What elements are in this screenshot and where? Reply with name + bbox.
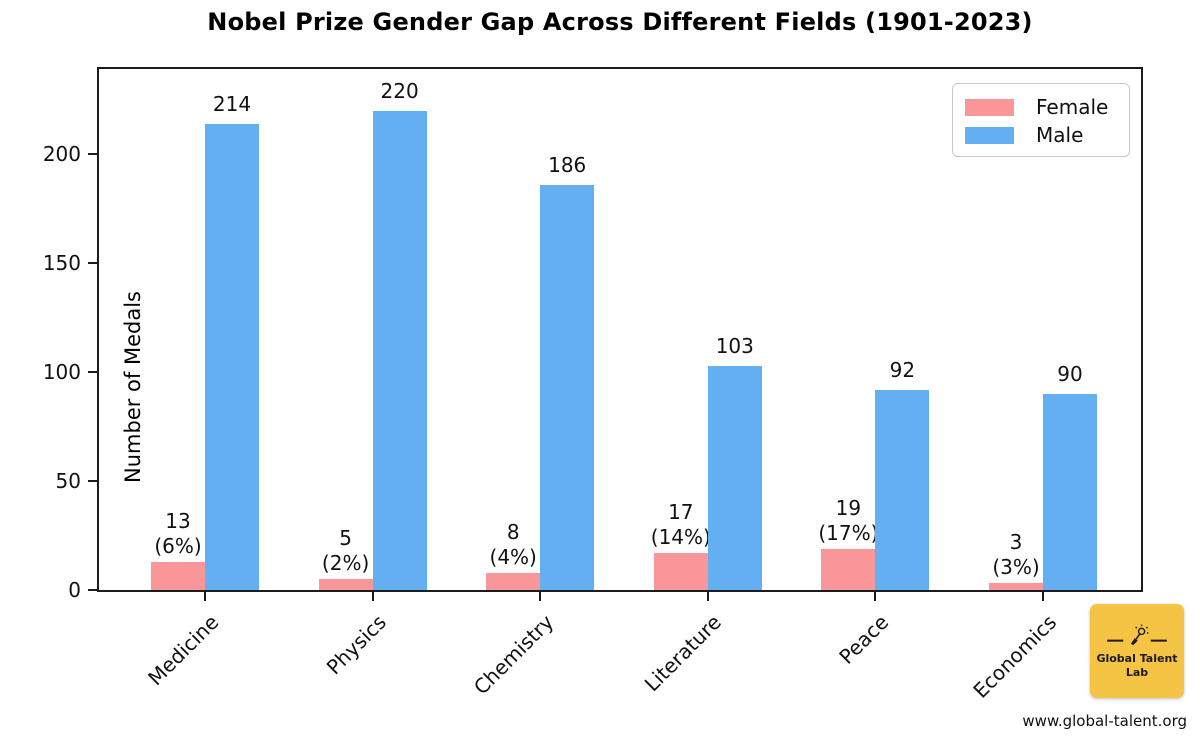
x-label-physics: Physics <box>321 610 391 680</box>
chart-title: Nobel Prize Gender Gap Across Different … <box>207 8 1033 36</box>
y-tick-0 <box>88 589 97 591</box>
bar-male-chemistry <box>540 184 595 590</box>
y-tick-100 <box>88 371 97 374</box>
logo-text-line2: Lab <box>1125 665 1149 679</box>
value-label-female-economics: 3 (3%) <box>992 530 1040 580</box>
value-label-male-economics: 90 <box>1057 361 1083 386</box>
y-tick-200 <box>88 153 97 156</box>
bar-female-chemistry <box>486 572 541 590</box>
y-tick-50 <box>88 480 97 483</box>
value-label-male-chemistry: 186 <box>548 152 587 177</box>
x-label-peace: Peace <box>834 610 894 669</box>
y-tick-label-150: 150 <box>42 251 81 276</box>
y-axis-label: Number of Medals <box>120 291 145 483</box>
x-label-literature: Literature <box>639 610 726 697</box>
legend-item-female: Female <box>965 94 1117 120</box>
x-tick-physics <box>371 592 374 601</box>
value-label-female-medicine: 13 (6%) <box>154 508 202 558</box>
y-tick-label-50: 50 <box>55 469 81 494</box>
logo-text-line1: Global Talent <box>1096 651 1178 665</box>
bar-male-medicine <box>205 123 259 590</box>
male-color-swatch <box>965 126 1014 144</box>
bar-male-economics <box>1043 393 1097 590</box>
x-tick-economics <box>1042 592 1044 601</box>
x-label-economics: Economics <box>968 610 1061 703</box>
sparkler-hand-icon <box>1107 623 1167 645</box>
value-label-male-literature: 103 <box>715 333 754 358</box>
legend-item-male: Male <box>965 122 1117 148</box>
value-label-male-medicine: 214 <box>212 91 252 116</box>
x-tick-medicine <box>204 592 206 601</box>
female-color-swatch <box>965 98 1014 116</box>
bar-female-physics <box>318 579 373 590</box>
value-label-female-physics: 5 (2%) <box>321 526 370 576</box>
value-label-male-physics: 220 <box>380 78 419 103</box>
bar-female-economics <box>989 583 1043 590</box>
bar-male-peace <box>875 389 930 590</box>
x-label-medicine: Medicine <box>142 610 223 691</box>
x-tick-literature <box>706 592 709 601</box>
global-talent-lab-logo: Global Talent Lab <box>1090 604 1184 698</box>
bar-male-physics <box>372 110 427 590</box>
y-tick-150 <box>88 262 97 265</box>
bar-male-literature <box>707 365 762 590</box>
legend-label-male: Male <box>1036 123 1084 147</box>
bar-female-peace <box>821 548 876 590</box>
bar-female-medicine <box>151 561 205 590</box>
y-tick-label-100: 100 <box>42 360 81 385</box>
legend: Female Male <box>952 83 1130 157</box>
website-url: www.global-talent.org <box>1022 712 1187 730</box>
x-tick-chemistry <box>539 592 542 601</box>
value-label-female-peace: 19 (17%) <box>818 495 879 545</box>
x-label-chemistry: Chemistry <box>468 610 559 700</box>
x-tick-peace <box>874 592 877 601</box>
value-label-female-chemistry: 8 (4%) <box>489 519 537 569</box>
y-tick-label-0: 0 <box>68 578 81 602</box>
bar-female-literature <box>653 552 708 590</box>
legend-label-female: Female <box>1036 95 1109 119</box>
value-label-male-peace: 92 <box>889 357 916 382</box>
y-tick-label-200: 200 <box>42 142 81 167</box>
value-label-female-literature: 17 (14%) <box>650 499 711 549</box>
